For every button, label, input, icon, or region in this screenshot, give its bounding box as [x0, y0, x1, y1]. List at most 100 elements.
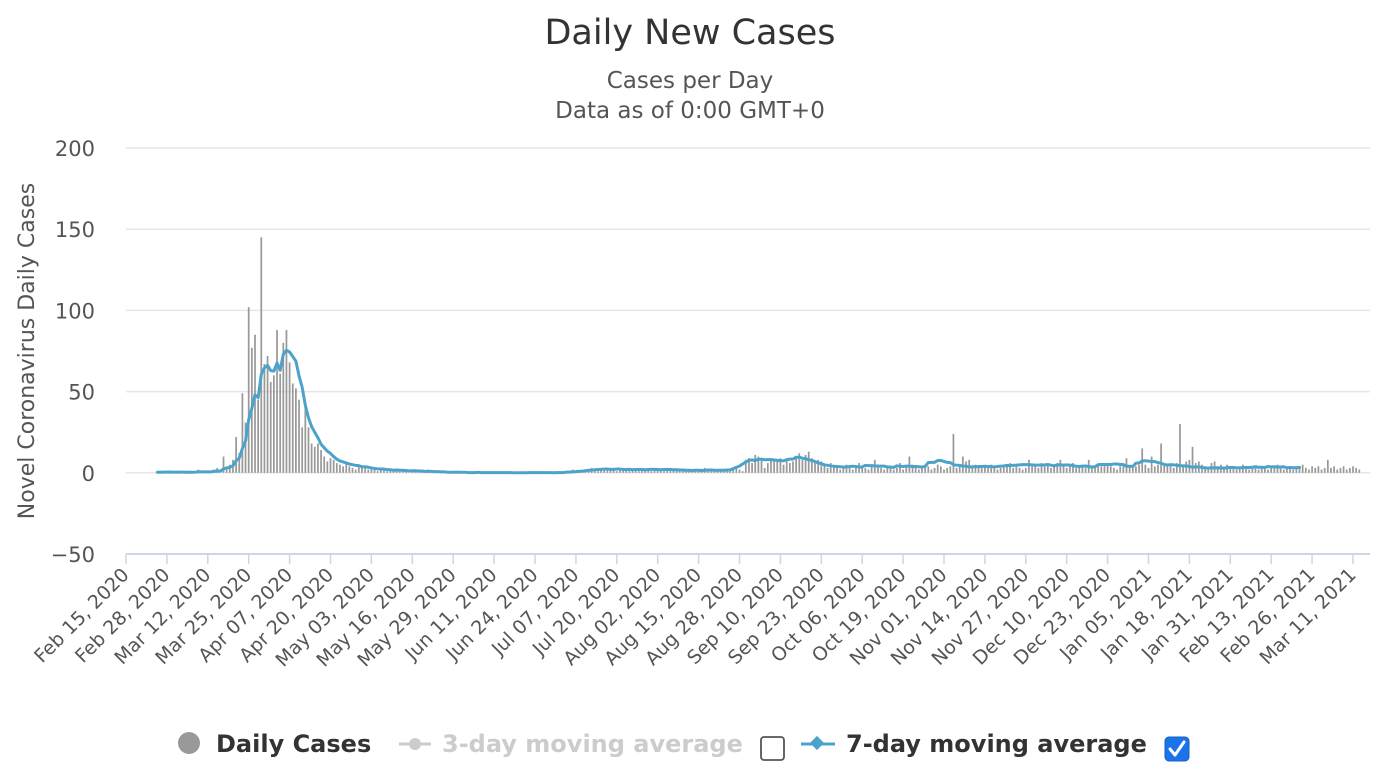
daily-cases-bar — [1235, 469, 1238, 473]
daily-cases-bar — [757, 456, 760, 473]
daily-cases-bar — [732, 469, 735, 473]
daily-cases-bar — [1298, 467, 1301, 473]
checkbox-3-day-average[interactable] — [760, 736, 785, 761]
daily-cases-bar — [848, 467, 851, 473]
daily-cases-bar — [993, 466, 996, 473]
y-axis-ticks: −50 0 50 100 150 200 — [51, 137, 95, 567]
daily-cases-bar — [647, 469, 650, 473]
daily-cases-bar — [1097, 464, 1100, 473]
daily-cases-bar — [1304, 467, 1307, 473]
daily-cases-bar — [392, 471, 395, 473]
daily-cases-bar — [914, 467, 917, 473]
daily-cases-bar — [996, 469, 999, 473]
daily-cases-bar — [653, 469, 656, 473]
daily-cases-bar — [1279, 467, 1282, 473]
daily-cases-bar — [1336, 469, 1339, 473]
daily-cases-bar — [1289, 466, 1291, 473]
daily-cases-bar — [1260, 467, 1263, 473]
daily-cases-bar — [946, 467, 949, 473]
daily-cases-bar — [1342, 466, 1345, 473]
daily-cases-bar — [999, 467, 1002, 473]
daily-cases-bar — [851, 469, 854, 473]
daily-cases-bar — [820, 461, 823, 473]
daily-cases-bar — [1339, 467, 1342, 473]
gridlines — [126, 147, 1370, 474]
legend-item-3-day-average[interactable]: 3-day moving average — [399, 730, 743, 758]
daily-cases-bar — [1091, 466, 1093, 473]
daily-cases-bar — [930, 469, 933, 473]
daily-cases-bar — [367, 469, 370, 473]
daily-cases-bar — [345, 463, 348, 473]
daily-cases-bar — [735, 467, 738, 473]
daily-cases-bar — [1320, 469, 1323, 473]
legend-label-7-day-average: 7-day moving average — [846, 730, 1147, 758]
daily-cases-bar — [694, 471, 697, 473]
daily-cases-bar — [376, 471, 379, 473]
daily-cases-bar — [1229, 466, 1232, 473]
daily-cases-bar — [867, 469, 870, 473]
daily-cases-bar — [845, 464, 848, 473]
daily-cases-bar — [1175, 463, 1178, 473]
daily-cases-bar — [666, 469, 669, 473]
daily-cases-bar — [1204, 466, 1206, 473]
daily-cases-bar — [744, 459, 747, 473]
daily-cases-bar — [606, 469, 609, 473]
daily-cases-bar — [826, 467, 829, 473]
daily-cases-bar — [273, 375, 275, 473]
legend-item-7-day-average[interactable]: 7-day moving average — [801, 730, 1147, 758]
daily-cases-bar — [971, 467, 974, 473]
daily-cases-bar — [917, 469, 920, 473]
daily-cases-bar — [1358, 469, 1361, 473]
daily-cases-bar — [855, 467, 857, 473]
daily-cases-bar — [1311, 466, 1313, 473]
daily-cases-bar — [788, 463, 791, 473]
daily-cases-bar — [798, 453, 801, 473]
daily-cases-bar — [310, 443, 313, 473]
daily-cases-bar — [332, 459, 335, 473]
daily-cases-bar — [1116, 469, 1118, 473]
daily-cases-bar — [1050, 467, 1052, 473]
daily-cases-bar — [663, 471, 665, 473]
daily-cases-bar — [298, 399, 300, 473]
daily-cases-bar — [770, 458, 772, 473]
y-tick-label: 0 — [82, 462, 95, 486]
daily-cases-bar — [238, 453, 241, 473]
daily-cases-bar — [933, 467, 936, 473]
daily-cases-bar — [282, 342, 285, 473]
daily-cases-bar — [804, 454, 807, 473]
daily-cases-bar — [1295, 466, 1298, 473]
daily-cases-bar — [936, 464, 939, 473]
checkbox-7-day-average[interactable] — [1164, 736, 1190, 762]
legend: Daily Cases 3-day moving average 7-day m… — [178, 730, 1190, 762]
daily-cases-bar — [1169, 464, 1172, 473]
y-tick-label: −50 — [51, 543, 95, 567]
daily-cases-bar — [823, 464, 826, 473]
daily-cases-bar — [1191, 446, 1194, 473]
daily-cases-bar — [785, 459, 788, 473]
daily-cases-bar — [235, 437, 237, 473]
daily-cases-bar — [379, 469, 382, 473]
daily-cases-bar — [1264, 466, 1266, 473]
daily-cases-bar — [1068, 466, 1071, 473]
legend-item-daily-cases[interactable]: Daily Cases — [178, 730, 371, 758]
daily-cases-bar — [990, 464, 993, 473]
daily-cases-bar — [291, 383, 294, 473]
daily-cases-bar — [839, 469, 842, 473]
daily-cases-bar — [905, 466, 908, 473]
daily-cases-bar — [713, 471, 716, 473]
daily-cases-bar — [763, 467, 766, 473]
daily-cases-bar — [1072, 463, 1074, 473]
daily-cases-bar — [754, 454, 757, 473]
daily-cases-bar — [1323, 467, 1326, 473]
daily-cases-bar — [1245, 467, 1247, 473]
daily-cases-bar — [1122, 464, 1125, 473]
daily-cases-bar — [1094, 467, 1096, 473]
daily-cases-bar — [1100, 466, 1103, 473]
daily-cases-bar — [722, 471, 725, 473]
daily-cases-bar — [949, 466, 952, 473]
daily-cases-bar — [895, 467, 898, 473]
daily-cases-bar — [342, 466, 344, 473]
daily-cases-bar — [958, 466, 961, 473]
daily-cases-bar — [1031, 466, 1033, 473]
